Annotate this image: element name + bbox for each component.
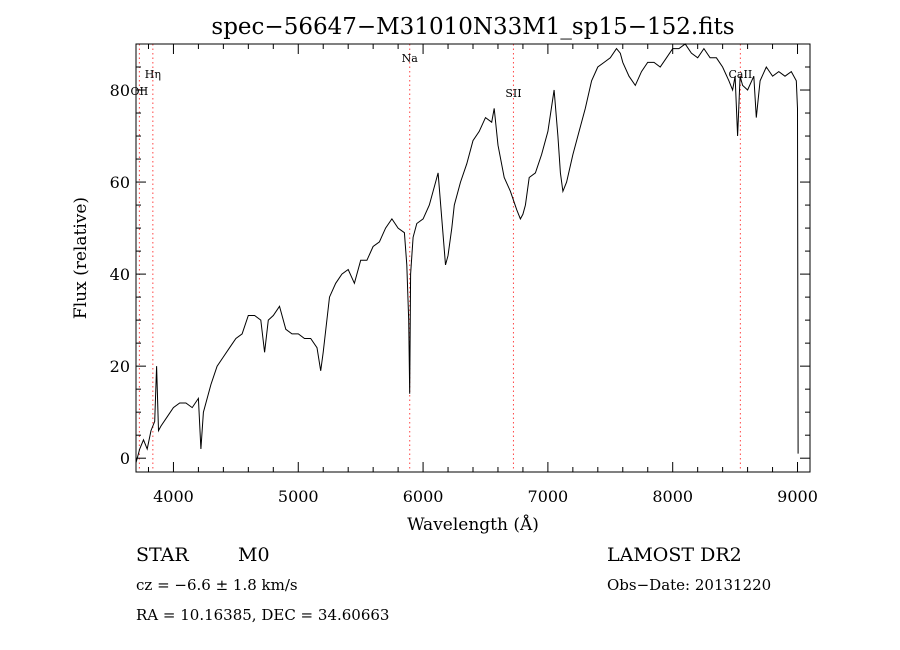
x-axis-ticks: 4000 5000 6000 7000 8000 9000: [147, 44, 818, 506]
y-tick-label: 60: [110, 173, 130, 192]
x-tick-label: 6000: [403, 487, 444, 506]
spectral-line-labels: Hη OII Na SII CaII: [131, 52, 753, 100]
y-tick-label: 0: [120, 449, 130, 468]
line-label-4: CaII: [729, 68, 753, 81]
x-axis-label: Wavelength (Å): [407, 514, 539, 535]
x-tick-label: 7000: [528, 487, 569, 506]
object-subclass: M0: [238, 544, 270, 566]
y-tick-label: 40: [110, 265, 130, 284]
x-tick-label: 9000: [777, 487, 818, 506]
line-label-0: Hη: [145, 68, 161, 81]
object-class: STAR: [136, 544, 189, 566]
line-label-2: Na: [402, 52, 419, 65]
y-axis-label: Flux (relative): [71, 197, 91, 319]
redshift-cz: cz = −6.6 ± 1.8 km/s: [136, 576, 298, 594]
plot-frame: [135, 43, 811, 473]
observation-date: Obs−Date: 20131220: [607, 576, 771, 594]
spectrum-series: [135, 43, 799, 463]
chart-title: spec−56647−M31010N33M1_sp15−152.fits: [211, 14, 734, 40]
survey-name: LAMOST DR2: [607, 544, 742, 566]
x-tick-label: 5000: [278, 487, 319, 506]
coordinates: RA = 10.16385, DEC = 34.60663: [136, 606, 389, 624]
line-label-3: SII: [505, 87, 521, 100]
spectral-line-markers: [138, 44, 741, 472]
x-tick-label: 4000: [153, 487, 194, 506]
spectrum-line-0: [135, 43, 799, 463]
y-axis-ticks: 0 20 40 60 80: [110, 66, 810, 468]
x-tick-label: 8000: [652, 487, 693, 506]
line-label-1: OII: [131, 85, 149, 98]
y-tick-label: 80: [110, 81, 130, 100]
y-tick-label: 20: [110, 357, 130, 376]
